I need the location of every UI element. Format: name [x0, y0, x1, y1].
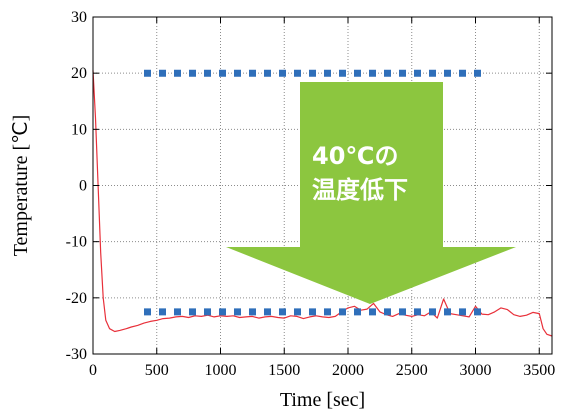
tick-layer: 0 500 1000 1500 2000 2500 3000 3500 -30 -20 -10 0 10… — [66, 9, 556, 379]
y-tick-label: -20 — [66, 290, 87, 307]
x-tick-label: 3500 — [523, 362, 555, 379]
x-axis-label: Time [sec] — [280, 389, 365, 411]
annotation-text-line2: 温度低下 — [312, 176, 408, 204]
annotation-arrow: 40℃の 温度低下 — [226, 82, 516, 304]
x-tick-label: 500 — [145, 362, 169, 379]
y-tick-label: 0 — [79, 178, 87, 195]
annotation-text-line1: 40℃の — [312, 142, 398, 170]
y-tick-label: 10 — [71, 121, 87, 138]
x-tick-label: 0 — [89, 362, 97, 379]
y-axis-label: Temperature [℃] — [10, 115, 32, 257]
y-tick-label: 30 — [71, 9, 87, 26]
series-layer — [92, 69, 553, 337]
x-tick-label: 1000 — [205, 362, 237, 379]
down-arrow-shape — [226, 82, 516, 304]
temperature-series-line — [92, 70, 553, 337]
y-tick-label: 20 — [71, 65, 87, 82]
x-tick-label: 3000 — [460, 362, 492, 379]
y-tick-label: -10 — [66, 234, 87, 251]
x-tick-label: 2000 — [332, 362, 364, 379]
x-tick-label: 2500 — [396, 362, 428, 379]
y-tick-label: -30 — [66, 346, 87, 363]
x-tick-label: 1500 — [268, 362, 300, 379]
